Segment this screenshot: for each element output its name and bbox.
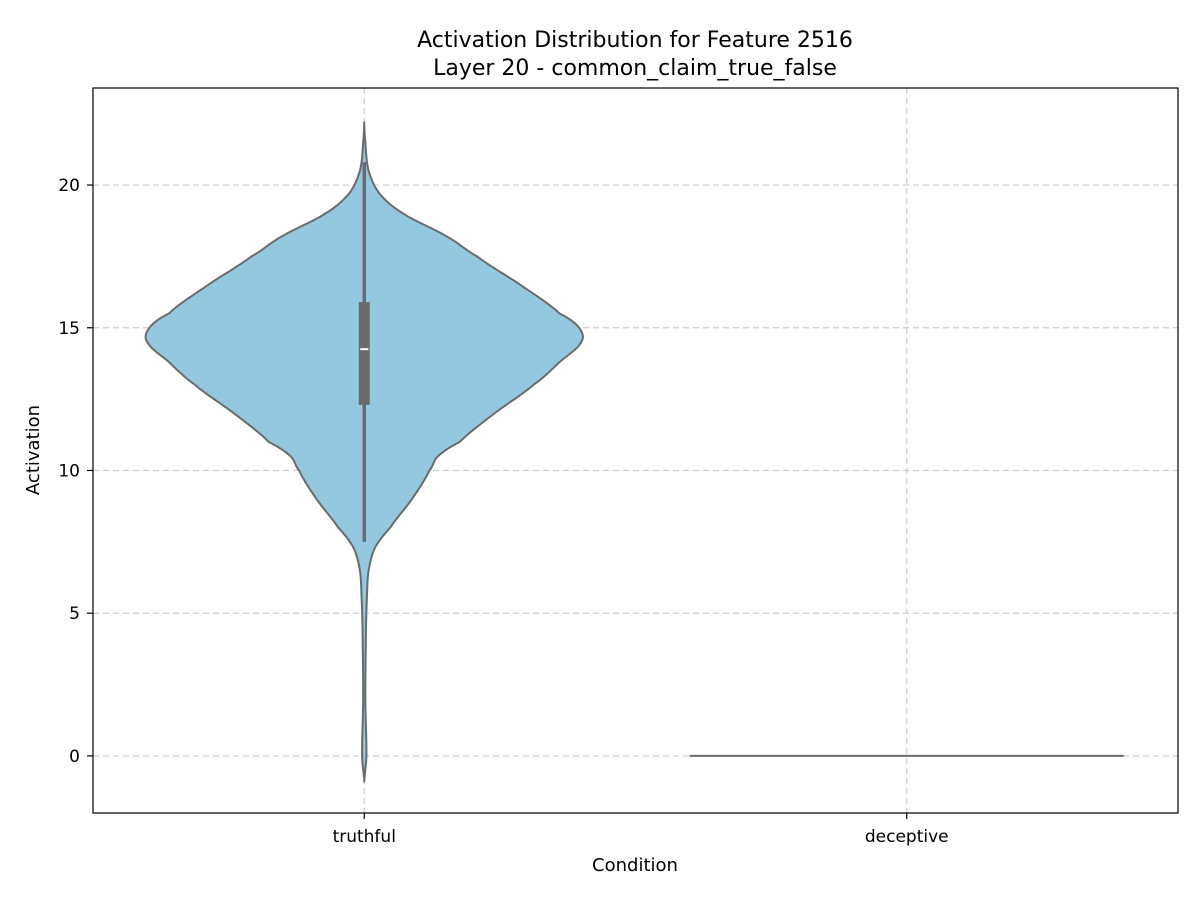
grid-lines [93,88,1178,813]
y-tick-label: 10 [58,461,80,481]
x-tick-label: deceptive [865,827,949,847]
y-tick-label: 20 [58,176,80,196]
chart-subtitle: Layer 20 - common_claim_true_false [433,56,837,81]
axis-ticks: 0 5 10 15 20 truthful deceptive [58,176,948,847]
y-axis-label: Activation [23,405,44,495]
x-axis-label: Condition [592,855,678,876]
plot-frame [92,87,1179,814]
y-tick-label: 0 [69,747,80,767]
y-tick-label: 5 [69,604,80,624]
chart-title: Activation Distribution for Feature 2516 [417,28,853,53]
violin-iqr-box-truthful [358,302,370,405]
violin-layer [144,121,1124,783]
y-tick-label: 15 [58,319,80,339]
x-tick-label: truthful [333,827,396,847]
